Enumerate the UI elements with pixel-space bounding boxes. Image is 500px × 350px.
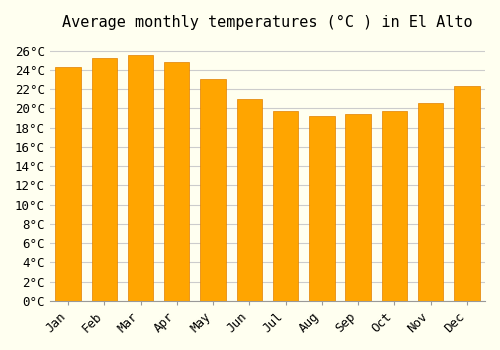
Bar	[56, 67, 80, 301]
Bar	[309, 116, 334, 301]
Bar	[236, 99, 262, 301]
Bar	[382, 111, 407, 301]
Bar	[200, 79, 226, 301]
Bar	[273, 111, 298, 301]
Bar	[164, 62, 190, 301]
Bar	[92, 58, 117, 301]
Bar	[454, 86, 479, 301]
Bar	[346, 114, 371, 301]
Bar	[418, 104, 444, 301]
Title: Average monthly temperatures (°C ) in El Alto: Average monthly temperatures (°C ) in El…	[62, 15, 472, 30]
Bar	[128, 55, 153, 301]
